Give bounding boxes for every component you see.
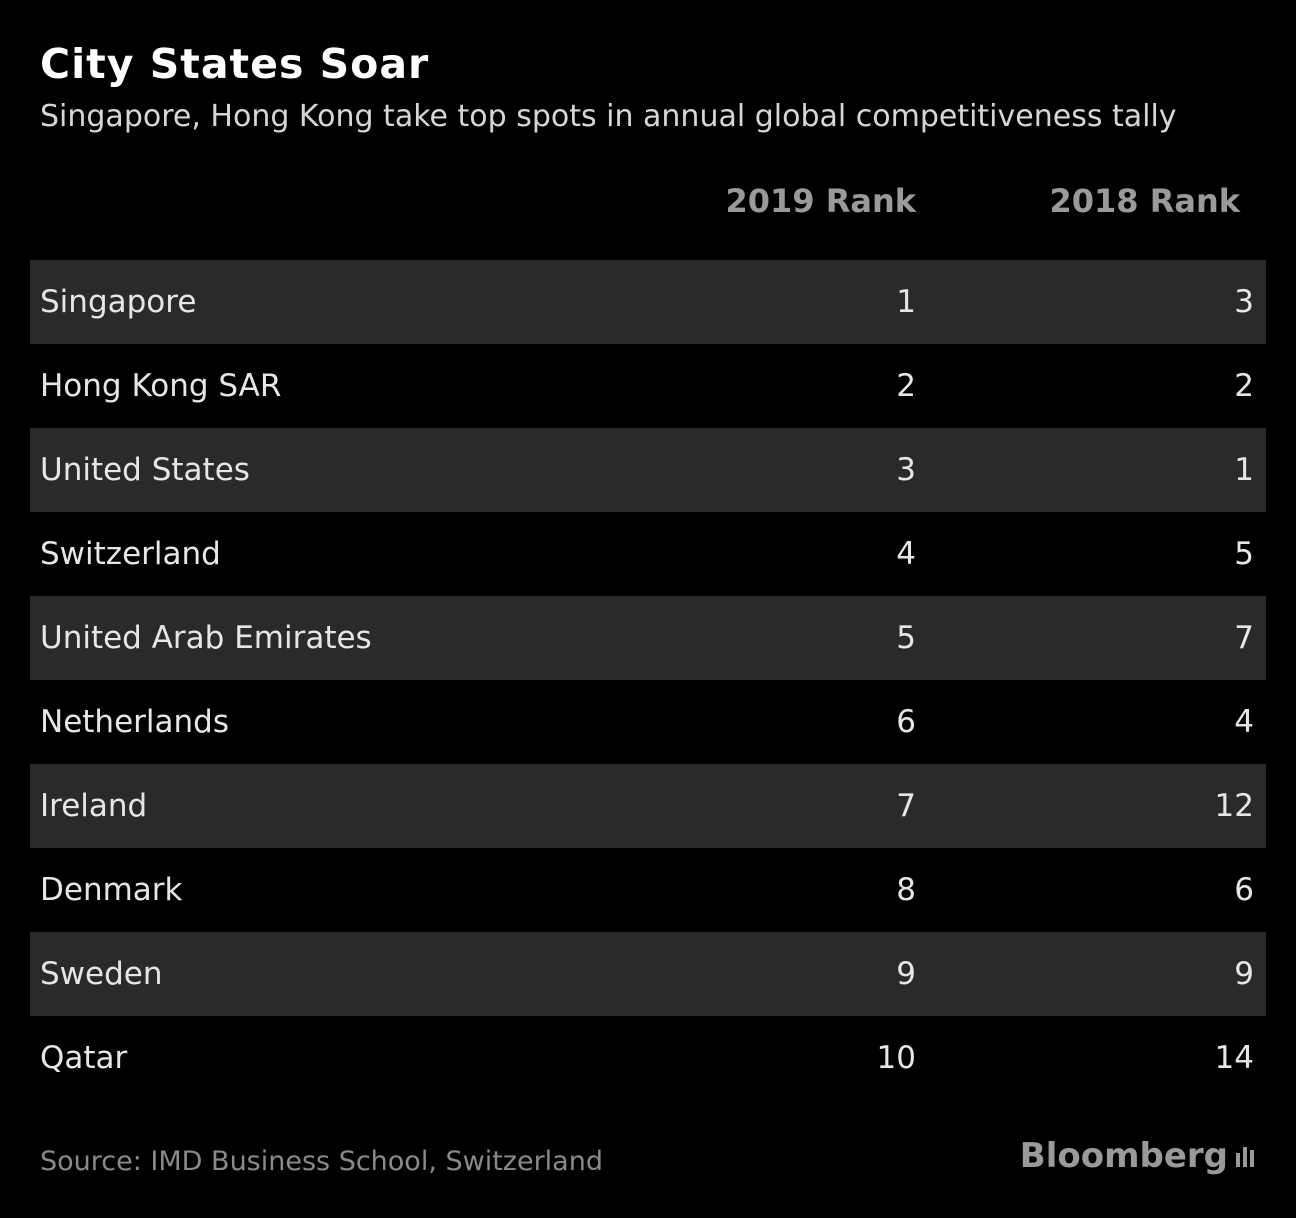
brand-name: Bloomberg — [1019, 1136, 1228, 1176]
table-row: United Arab Emirates 5 7 — [30, 596, 1266, 680]
chart-subtitle: Singapore, Hong Kong take top spots in a… — [40, 99, 1177, 134]
rank-2019-cell: 2 — [896, 368, 916, 404]
rank-2018-cell: 4 — [1234, 704, 1254, 740]
rank-2018-cell: 14 — [1214, 1040, 1254, 1076]
source-note: Source: IMD Business School, Switzerland — [40, 1146, 603, 1177]
table-row: Sweden 9 9 — [30, 932, 1266, 1016]
rank-2019-cell: 3 — [896, 452, 916, 488]
rank-2019-cell: 5 — [896, 620, 916, 656]
column-header-2019-rank: 2019 Rank — [725, 182, 917, 220]
rank-2019-cell: 7 — [896, 788, 916, 824]
country-cell: Ireland — [40, 788, 148, 824]
rank-2018-cell: 9 — [1234, 956, 1254, 992]
country-cell: Switzerland — [40, 536, 221, 572]
rank-2019-cell: 9 — [896, 956, 916, 992]
country-cell: Hong Kong SAR — [40, 368, 282, 404]
table-row: Ireland 7 12 — [30, 764, 1266, 848]
country-cell: Singapore — [40, 284, 197, 320]
table-row: Qatar 10 14 — [30, 1016, 1266, 1100]
rank-2019-cell: 1 — [896, 284, 916, 320]
table-row: Denmark 8 6 — [30, 848, 1266, 932]
rank-2018-cell: 1 — [1234, 452, 1254, 488]
rank-2019-cell: 6 — [896, 704, 916, 740]
rank-2018-cell: 2 — [1234, 368, 1254, 404]
table-row: Switzerland 4 5 — [30, 512, 1266, 596]
table-row: United States 3 1 — [30, 428, 1266, 512]
rank-2018-cell: 7 — [1234, 620, 1254, 656]
country-cell: Denmark — [40, 872, 183, 908]
country-cell: Qatar — [40, 1040, 128, 1076]
country-cell: United States — [40, 452, 250, 488]
rank-2018-cell: 12 — [1214, 788, 1254, 824]
rank-2018-cell: 6 — [1234, 872, 1254, 908]
rank-2019-cell: 8 — [896, 872, 916, 908]
country-cell: Sweden — [40, 956, 163, 992]
rank-2019-cell: 4 — [896, 536, 916, 572]
rank-2018-cell: 5 — [1234, 536, 1254, 572]
chart-title: City States Soar — [40, 40, 430, 88]
bloomberg-logo: Bloomberg — [1020, 1136, 1256, 1176]
bloomberg-mark-icon — [1236, 1147, 1254, 1167]
table-row: Hong Kong SAR 2 2 — [30, 344, 1266, 428]
country-cell: Netherlands — [40, 704, 229, 740]
table-row: Netherlands 6 4 — [30, 680, 1266, 764]
rank-2019-cell: 10 — [876, 1040, 916, 1076]
column-header-2018-rank: 2018 Rank — [1049, 182, 1241, 220]
rank-table: Singapore 1 3 Hong Kong SAR 2 2 United States 3… — [30, 260, 1266, 1100]
country-cell: United Arab Emirates — [40, 620, 372, 656]
rank-2018-cell: 3 — [1234, 284, 1254, 320]
table-row: Singapore 1 3 — [30, 260, 1266, 344]
